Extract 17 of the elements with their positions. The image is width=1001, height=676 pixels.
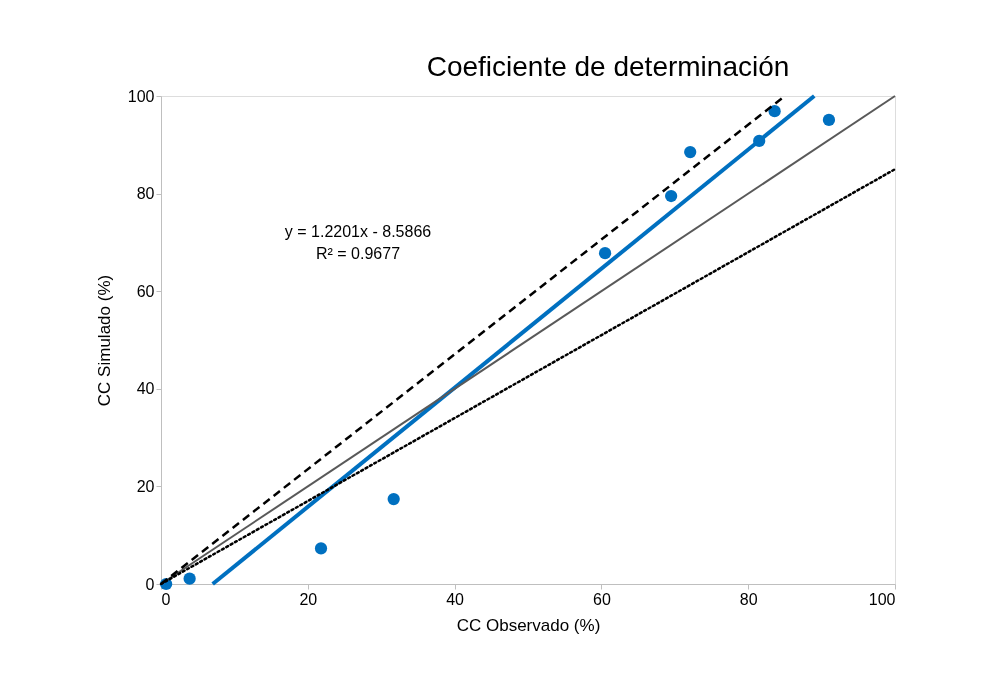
x-tick-label: 40 [446, 590, 465, 608]
y-tick-label: 100 [127, 87, 155, 105]
annotation: y = 1.2201x - 8.5866 [284, 223, 432, 240]
x-tick-label: 60 [593, 590, 611, 608]
x-axis-title: CC Observado (%) [456, 615, 601, 635]
chart-title: Coeficiente de determinación [426, 51, 790, 82]
y-tick-label: 80 [136, 185, 155, 203]
x-tick-label: 20 [299, 590, 318, 608]
x-tick-label: 0 [161, 590, 171, 608]
y-tick-label: 40 [136, 380, 155, 398]
x-tick-label: 100 [868, 590, 896, 608]
y-tick-label: 20 [136, 477, 155, 495]
annotation: R² = 0.9677 [315, 245, 401, 262]
x-tick-label: 80 [739, 590, 758, 608]
y-tick-label: 60 [136, 282, 155, 300]
y-tick-label: 0 [145, 575, 155, 593]
y-axis-title: CC Simulado (%) [94, 274, 114, 407]
